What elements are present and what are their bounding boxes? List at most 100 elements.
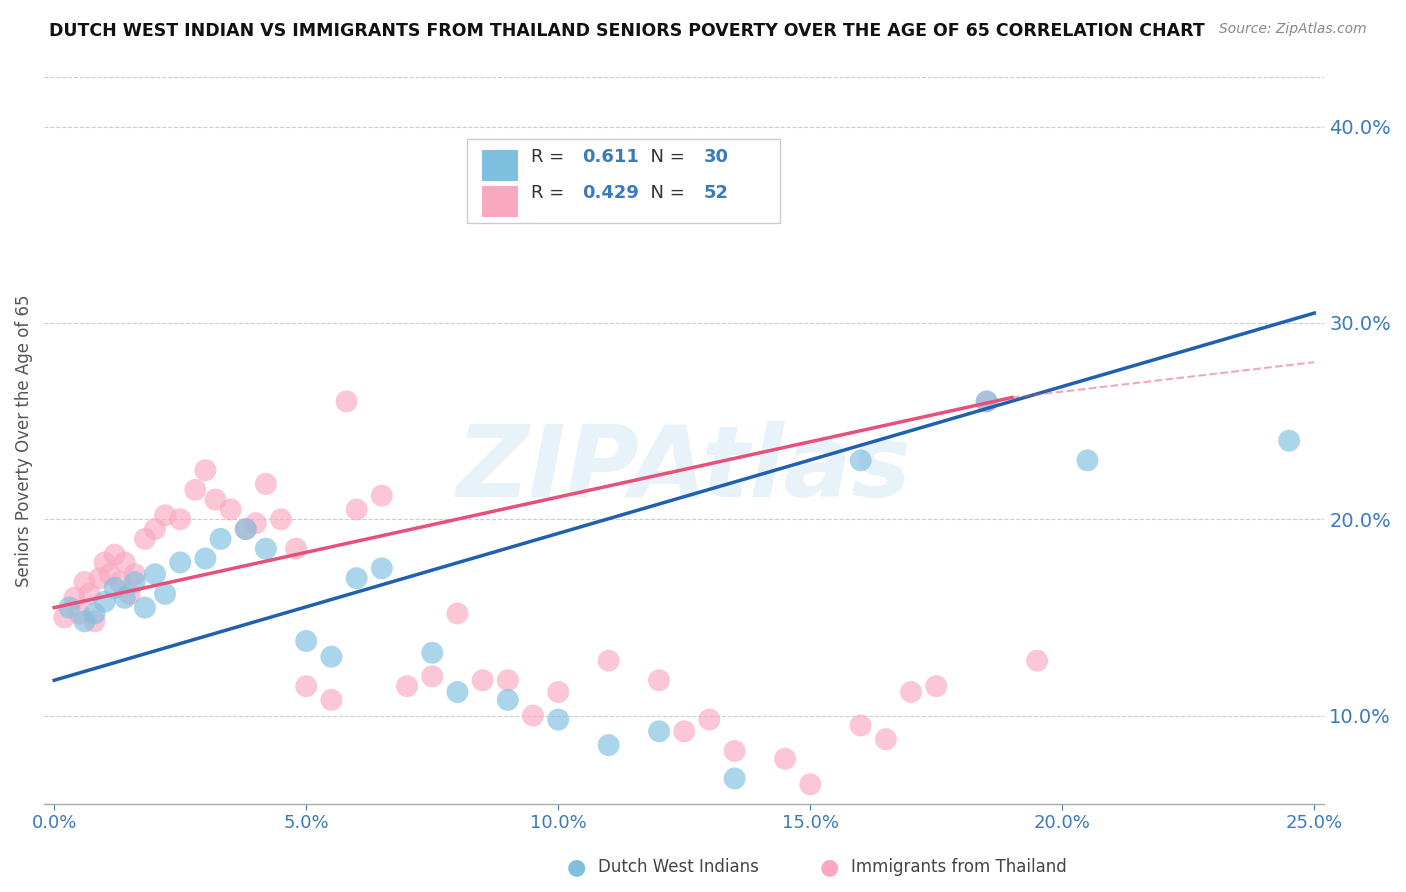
Point <box>1076 453 1098 467</box>
Point <box>153 587 176 601</box>
Point <box>496 693 519 707</box>
Point <box>547 685 569 699</box>
Point <box>295 679 318 693</box>
Point <box>153 508 176 523</box>
Point <box>673 724 696 739</box>
Point <box>134 532 156 546</box>
Point <box>976 394 998 409</box>
Point <box>547 713 569 727</box>
Text: Dutch West Indians: Dutch West Indians <box>598 858 758 876</box>
Point <box>104 581 127 595</box>
Point <box>114 591 136 605</box>
FancyBboxPatch shape <box>467 139 780 223</box>
Point <box>321 649 343 664</box>
Point <box>254 541 277 556</box>
Text: R =: R = <box>530 185 569 202</box>
Point <box>67 607 90 621</box>
Point <box>118 587 141 601</box>
Text: ●: ● <box>567 857 586 877</box>
Point <box>245 516 267 531</box>
Point <box>209 532 232 546</box>
Point <box>79 587 101 601</box>
Point <box>219 502 242 516</box>
Point <box>169 512 191 526</box>
Point <box>73 615 96 629</box>
Y-axis label: Seniors Poverty Over the Age of 65: Seniors Poverty Over the Age of 65 <box>15 294 32 587</box>
Point <box>849 718 872 732</box>
Point <box>1278 434 1301 448</box>
Point <box>114 556 136 570</box>
Point <box>976 394 998 409</box>
Point <box>773 752 796 766</box>
Point <box>58 600 80 615</box>
Text: N =: N = <box>640 148 690 166</box>
Point <box>235 522 257 536</box>
Point <box>875 732 897 747</box>
Text: 30: 30 <box>703 148 728 166</box>
Text: 0.429: 0.429 <box>582 185 638 202</box>
Point <box>134 600 156 615</box>
Point <box>346 571 368 585</box>
Text: DUTCH WEST INDIAN VS IMMIGRANTS FROM THAILAND SENIORS POVERTY OVER THE AGE OF 65: DUTCH WEST INDIAN VS IMMIGRANTS FROM THA… <box>49 22 1205 40</box>
Point <box>471 673 494 688</box>
Point <box>83 607 105 621</box>
Point <box>496 673 519 688</box>
Text: N =: N = <box>640 185 690 202</box>
Point <box>194 551 217 566</box>
Point <box>598 654 620 668</box>
Point <box>724 772 747 786</box>
Point <box>93 595 115 609</box>
Point <box>235 522 257 536</box>
Point <box>1026 654 1049 668</box>
Point <box>724 744 747 758</box>
Point <box>89 571 111 585</box>
Text: Immigrants from Thailand: Immigrants from Thailand <box>851 858 1066 876</box>
FancyBboxPatch shape <box>482 186 517 217</box>
Point <box>321 693 343 707</box>
Point <box>194 463 217 477</box>
Point <box>371 489 394 503</box>
Point <box>98 567 121 582</box>
Point <box>104 548 127 562</box>
Point <box>143 567 166 582</box>
Text: 52: 52 <box>703 185 728 202</box>
Point <box>93 556 115 570</box>
Point <box>295 634 318 648</box>
Point <box>124 567 146 582</box>
Point <box>335 394 357 409</box>
Point <box>420 646 443 660</box>
FancyBboxPatch shape <box>482 150 517 180</box>
Point <box>73 575 96 590</box>
Point <box>598 738 620 752</box>
Point <box>285 541 308 556</box>
Point <box>395 679 418 693</box>
Point <box>346 502 368 516</box>
Point <box>849 453 872 467</box>
Point <box>446 607 468 621</box>
Point <box>169 556 191 570</box>
Point <box>184 483 207 497</box>
Point <box>124 575 146 590</box>
Text: 0.611: 0.611 <box>582 148 638 166</box>
Point <box>420 669 443 683</box>
Point <box>63 591 86 605</box>
Point <box>254 477 277 491</box>
Point <box>83 615 105 629</box>
Point <box>699 713 721 727</box>
Point <box>143 522 166 536</box>
Point <box>446 685 468 699</box>
Text: Source: ZipAtlas.com: Source: ZipAtlas.com <box>1219 22 1367 37</box>
Point <box>108 575 131 590</box>
Point <box>204 492 226 507</box>
Point <box>925 679 948 693</box>
Text: ZIPAtlas: ZIPAtlas <box>457 421 911 518</box>
Point <box>270 512 292 526</box>
Point <box>648 724 671 739</box>
Point <box>900 685 922 699</box>
Text: R =: R = <box>530 148 569 166</box>
Text: ●: ● <box>820 857 839 877</box>
Point <box>648 673 671 688</box>
Point <box>53 610 76 624</box>
Point <box>522 708 544 723</box>
Point <box>799 777 821 791</box>
